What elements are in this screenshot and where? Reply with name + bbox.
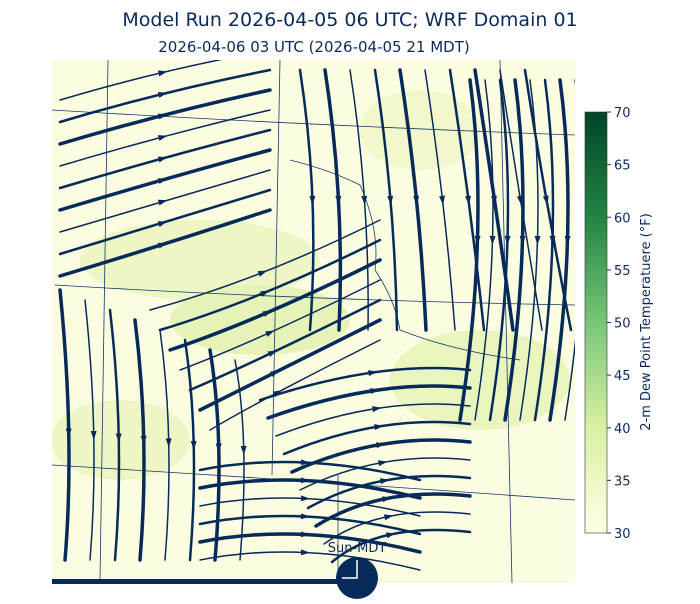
- streamlines: [58, 60, 575, 571]
- streamline-arrow: [157, 221, 168, 228]
- time-bar: [52, 579, 357, 584]
- streamline-arrow: [372, 406, 382, 413]
- subtitle: 2026-04-06 03 UTC (2026-04-05 21 MDT): [158, 38, 469, 56]
- dewpoint-field: [390, 330, 570, 430]
- streamline-arrow: [265, 330, 275, 337]
- colorbar-tick-label: 55: [614, 264, 631, 279]
- streamline-arrow: [190, 440, 197, 450]
- colorbar-tick-label: 60: [614, 211, 631, 226]
- border: [99, 60, 109, 581]
- streamline-arrow: [300, 459, 310, 466]
- dewpoint-field: [52, 400, 190, 480]
- streamline-arrow: [300, 513, 310, 520]
- streamline-arrow: [374, 424, 384, 431]
- streamline-arrow: [157, 156, 168, 163]
- colorbar-ticks: 30 35 40 45 50 55 60 65 70: [607, 106, 631, 542]
- streamline-arrow: [381, 496, 392, 503]
- streamline-arrow: [257, 270, 268, 277]
- streamline-arrow: [240, 445, 247, 455]
- colorbar-tick-label: 45: [614, 369, 631, 384]
- border: [499, 60, 513, 583]
- colorbar-tick-label: 35: [614, 474, 631, 489]
- streamline-arrow: [157, 242, 168, 249]
- streamline-arrow: [549, 235, 556, 245]
- streamline-arrow: [300, 549, 310, 556]
- colorbar-label: 2-m Dew Point Temperatuere (°F): [639, 213, 654, 431]
- colorbar-tick-label: 65: [614, 159, 631, 174]
- streamline-arrow: [413, 195, 420, 205]
- streamline-arrow: [65, 428, 72, 438]
- title: Model Run 2026-04-05 06 UTC; WRF Domain …: [122, 9, 577, 31]
- streamline-arrow: [380, 478, 390, 485]
- streamline-arrow: [157, 92, 168, 98]
- streamline-arrow: [335, 195, 342, 205]
- streamline-arrow: [157, 135, 168, 141]
- streamline-arrow: [262, 310, 273, 317]
- colorbar: [584, 111, 608, 534]
- map: [52, 60, 575, 583]
- clock-label: Sun-MDT: [328, 541, 387, 556]
- streamline-arrow: [534, 235, 541, 245]
- streamline-arrow: [519, 235, 526, 245]
- streamline-arrow: [157, 113, 168, 120]
- border: [54, 284, 575, 306]
- streamline-arrow: [504, 235, 511, 245]
- streamline-arrow: [465, 195, 471, 205]
- streamline-arrow: [300, 531, 310, 538]
- dewpoint-field: [360, 90, 480, 170]
- streamline-arrow: [474, 235, 481, 245]
- streamline-arrow: [387, 195, 394, 205]
- streamline-arrow: [165, 438, 172, 448]
- streamline-arrow: [157, 178, 168, 184]
- streamline-arrow: [378, 460, 388, 467]
- streamline-arrow: [564, 235, 571, 245]
- colorbar-tick-label: 30: [614, 527, 631, 542]
- streamline-arrow: [270, 370, 280, 377]
- colorbar-tick-label: 70: [614, 106, 631, 121]
- streamline-arrow: [140, 435, 147, 445]
- colorbar-tick-label: 40: [614, 422, 631, 437]
- streamline-arrow: [157, 70, 168, 77]
- clock-hands: [342, 560, 358, 579]
- streamline-arrow: [157, 199, 168, 206]
- streamline-arrow: [300, 495, 310, 502]
- streamline-arrow: [115, 433, 122, 443]
- streamline-arrow: [215, 443, 222, 453]
- streamline-arrow: [383, 514, 394, 521]
- streamline-arrow: [90, 430, 97, 440]
- streamline-arrow: [489, 235, 496, 245]
- streamline-arrow: [542, 195, 549, 205]
- streamline-arrow: [370, 388, 380, 395]
- streamline-arrow: [260, 290, 270, 297]
- streamline-arrow: [267, 350, 278, 357]
- streamline: [564, 79, 575, 421]
- streamline-arrow: [300, 477, 310, 484]
- border: [289, 159, 521, 361]
- dewpoint-field: [80, 220, 320, 300]
- colorbar-tick-label: 50: [614, 317, 631, 332]
- streamline-arrow: [439, 195, 446, 205]
- streamline-arrow: [385, 532, 396, 539]
- streamline-arrow: [309, 195, 316, 205]
- streamline-arrow: [376, 442, 386, 449]
- streamline-arrow: [361, 195, 368, 205]
- streamline-arrow: [368, 370, 378, 377]
